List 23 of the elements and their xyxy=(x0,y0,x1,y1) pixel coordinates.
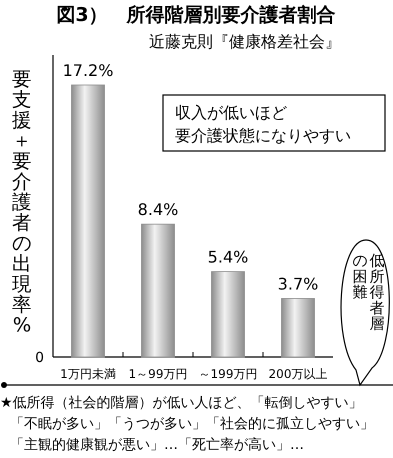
x-tick-label: ～199万円 xyxy=(198,367,258,381)
chart-title: 図3） 所得階層別要介護者割合 xyxy=(56,4,336,26)
text: ★低所得（社会的階層）が低い人ほど、「転倒しやすい」 xyxy=(0,395,363,411)
text: 0 xyxy=(35,350,44,366)
data-label: 3.7% xyxy=(278,274,318,294)
bar xyxy=(211,271,245,358)
text: 要支援＋要介護者の出現率% xyxy=(12,68,32,336)
text: 低所得者層 xyxy=(370,252,384,332)
annotation: 要介護状態になりやすい xyxy=(175,126,351,145)
bar xyxy=(141,224,175,358)
bar xyxy=(281,298,315,358)
text: 「不眠が多い」「うつが多い」「社会的に孤立しやすい」 xyxy=(10,416,374,432)
x-tick-label: 200万以上 xyxy=(268,367,328,381)
data-label: 17.2% xyxy=(62,61,114,80)
text: の困難 xyxy=(352,252,368,301)
x-tick-label: 1～99万円 xyxy=(128,367,188,381)
x-tick-label: 1万円未満 xyxy=(60,367,116,381)
data-label: 5.4% xyxy=(208,248,248,267)
annotation: 収入が低いほど xyxy=(175,103,287,122)
data-label: 8.4% xyxy=(138,200,178,220)
bar xyxy=(71,84,105,358)
chart-subtitle: 近藤克則『健康格差社会』 xyxy=(149,32,341,51)
text: 「主観的健康観が悪い」…「死亡率が高い」… xyxy=(10,437,304,453)
